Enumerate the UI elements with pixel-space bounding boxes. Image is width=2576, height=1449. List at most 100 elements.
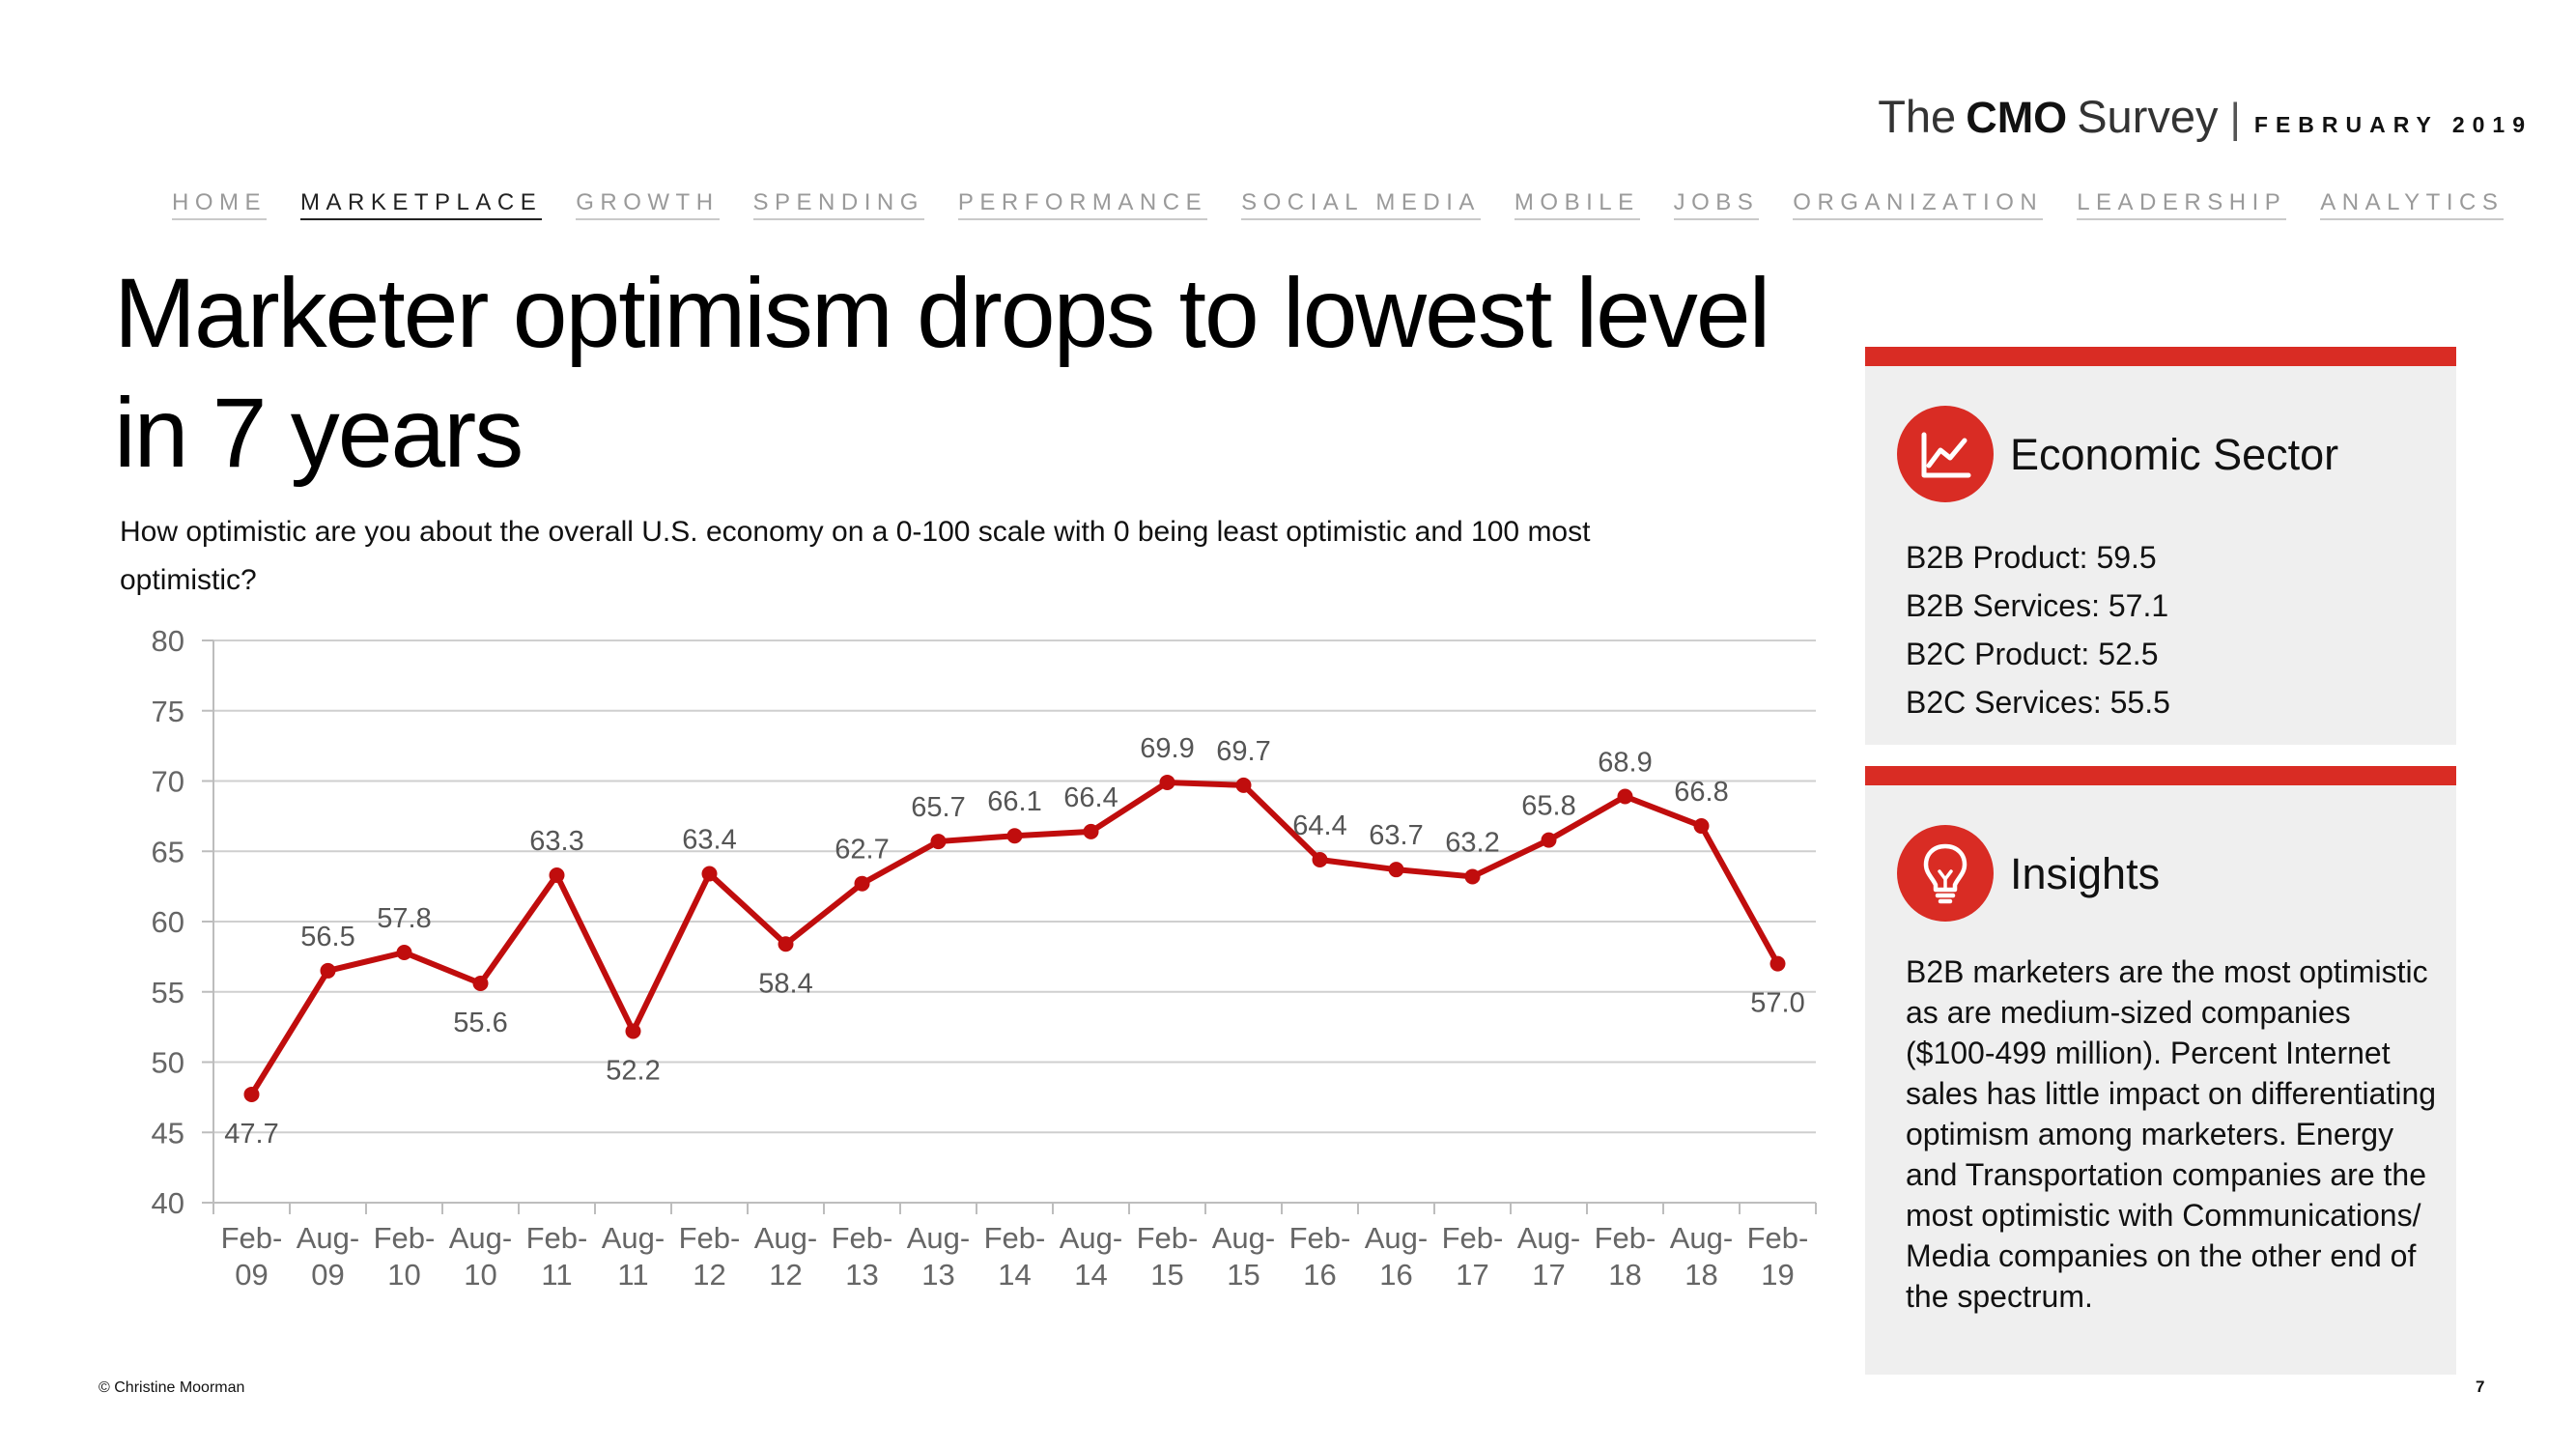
x-tick-label: 09 — [235, 1258, 268, 1292]
data-label: 64.4 — [1292, 810, 1346, 841]
data-point — [396, 945, 412, 961]
x-tick-label: Aug- — [1212, 1221, 1275, 1255]
y-tick-label: 60 — [152, 905, 184, 939]
x-tick-label: 17 — [1532, 1258, 1565, 1292]
x-tick-label: Aug- — [1365, 1221, 1428, 1255]
x-tick-label: 14 — [998, 1258, 1031, 1292]
x-tick-label: Aug- — [754, 1221, 817, 1255]
x-tick-label: 19 — [1761, 1258, 1794, 1292]
data-label: 63.4 — [682, 825, 736, 856]
y-tick-label: 50 — [152, 1046, 184, 1080]
nav-leadership[interactable]: LEADERSHIP — [2077, 189, 2287, 220]
x-tick-label: 11 — [541, 1258, 572, 1292]
x-tick-label: 15 — [1150, 1258, 1183, 1292]
y-tick-label: 65 — [152, 835, 184, 868]
x-tick-label: Feb- — [1289, 1221, 1351, 1255]
brand-survey: Survey — [2077, 91, 2219, 142]
x-tick-label: Feb- — [221, 1221, 283, 1255]
data-point — [1159, 774, 1175, 790]
data-point — [549, 867, 565, 883]
data-label: 56.5 — [300, 922, 354, 952]
nav-performance[interactable]: PERFORMANCE — [957, 189, 1208, 220]
brand-logo: The CMO Survey | FEBRUARY 2019 — [1878, 90, 2533, 143]
page-title: Marketer optimism drops to lowest level … — [114, 258, 1770, 488]
x-tick-label: Aug- — [1060, 1221, 1122, 1255]
nav-analytics[interactable]: ANALYTICS — [2320, 189, 2505, 220]
data-point — [320, 962, 336, 979]
nav-organization[interactable]: ORGANIZATION — [1793, 189, 2044, 220]
x-tick-label: Aug- — [602, 1221, 665, 1255]
economic-sector-panel: Economic Sector B2B Product: 59.5 B2B Se… — [1865, 347, 2456, 745]
y-tick-label: 55 — [152, 976, 184, 1009]
sector-item: B2B Services: 57.1 — [1906, 588, 2169, 623]
brand-date: FEBRUARY 2019 — [2253, 112, 2533, 137]
line-chart-icon — [1897, 406, 1994, 502]
nav-marketplace[interactable]: MARKETPLACE — [300, 189, 543, 220]
y-tick-label: 75 — [152, 695, 184, 728]
data-point — [1617, 788, 1633, 805]
x-tick-label: 16 — [1379, 1258, 1412, 1292]
data-point — [472, 976, 489, 992]
x-tick-label: 10 — [464, 1258, 496, 1292]
data-point — [625, 1023, 641, 1039]
brand-cmo: CMO — [1966, 93, 2068, 142]
x-tick-label: 18 — [1684, 1258, 1717, 1292]
data-label: 68.9 — [1598, 748, 1652, 779]
x-tick-label: Feb- — [1747, 1221, 1809, 1255]
nav-jobs[interactable]: JOBS — [1673, 189, 1760, 220]
data-point — [1388, 862, 1404, 878]
y-tick-label: 70 — [152, 765, 184, 799]
brand-divider: | — [2229, 95, 2241, 142]
x-tick-label: 12 — [693, 1258, 725, 1292]
economic-sector-title: Economic Sector — [2010, 430, 2339, 479]
x-tick-label: Feb- — [526, 1221, 588, 1255]
data-point — [1083, 823, 1099, 839]
data-point — [243, 1086, 260, 1102]
survey-question: How optimistic are you about the overall… — [120, 516, 1591, 596]
brand-the: The — [1878, 91, 1957, 142]
data-label: 66.4 — [1063, 782, 1118, 813]
data-label: 57.0 — [1750, 988, 1804, 1019]
x-tick-label: Feb- — [374, 1221, 436, 1255]
x-tick-label: 18 — [1608, 1258, 1641, 1292]
data-label: 66.8 — [1674, 777, 1728, 808]
sector-item: B2B Product: 59.5 — [1906, 540, 2157, 575]
data-point — [930, 834, 947, 850]
x-tick-label: Feb- — [1595, 1221, 1656, 1255]
x-tick-label: 13 — [845, 1258, 878, 1292]
data-point — [854, 875, 870, 892]
x-tick-label: 12 — [769, 1258, 802, 1292]
copyright-footer: © Christine Moorman — [99, 1379, 245, 1396]
data-label: 63.2 — [1445, 827, 1499, 858]
insights-text: B2B marketers are the most optimistic as… — [1906, 954, 2437, 1314]
data-point — [701, 866, 718, 882]
lightbulb-icon — [1897, 825, 1994, 922]
x-tick-label: Aug- — [1670, 1221, 1733, 1255]
x-tick-label: Aug- — [1517, 1221, 1580, 1255]
x-tick-label: Aug- — [449, 1221, 512, 1255]
data-label: 69.7 — [1216, 736, 1270, 767]
nav-mobile[interactable]: MOBILE — [1514, 189, 1640, 220]
nav-growth[interactable]: GROWTH — [576, 189, 720, 220]
x-tick-label: 15 — [1227, 1258, 1260, 1292]
insights-panel: Insights B2B marketers are the most opti… — [1865, 766, 2456, 1375]
y-tick-label: 45 — [152, 1116, 184, 1150]
data-point — [778, 936, 794, 952]
data-label: 65.7 — [911, 792, 965, 823]
x-tick-label: Aug- — [907, 1221, 970, 1255]
nav-spending[interactable]: SPENDING — [752, 189, 924, 220]
x-tick-label: 16 — [1303, 1258, 1336, 1292]
optimism-line-chart: 404550556065707580Feb-09Aug-09Feb-10Aug-… — [152, 624, 1817, 1292]
data-point — [1464, 868, 1481, 885]
data-label: 57.8 — [377, 903, 431, 934]
nav-social-media[interactable]: SOCIAL MEDIA — [1241, 189, 1481, 220]
x-tick-label: 14 — [1074, 1258, 1107, 1292]
data-point — [1235, 777, 1252, 793]
sector-list: B2B Product: 59.5 B2B Services: 57.1 B2C… — [1906, 533, 2170, 726]
x-tick-label: 09 — [311, 1258, 344, 1292]
x-tick-label: Feb- — [1442, 1221, 1504, 1255]
x-tick-label: 11 — [617, 1258, 648, 1292]
data-label: 63.7 — [1369, 820, 1423, 851]
x-tick-label: Aug- — [297, 1221, 359, 1255]
nav-home[interactable]: HOME — [172, 189, 267, 220]
